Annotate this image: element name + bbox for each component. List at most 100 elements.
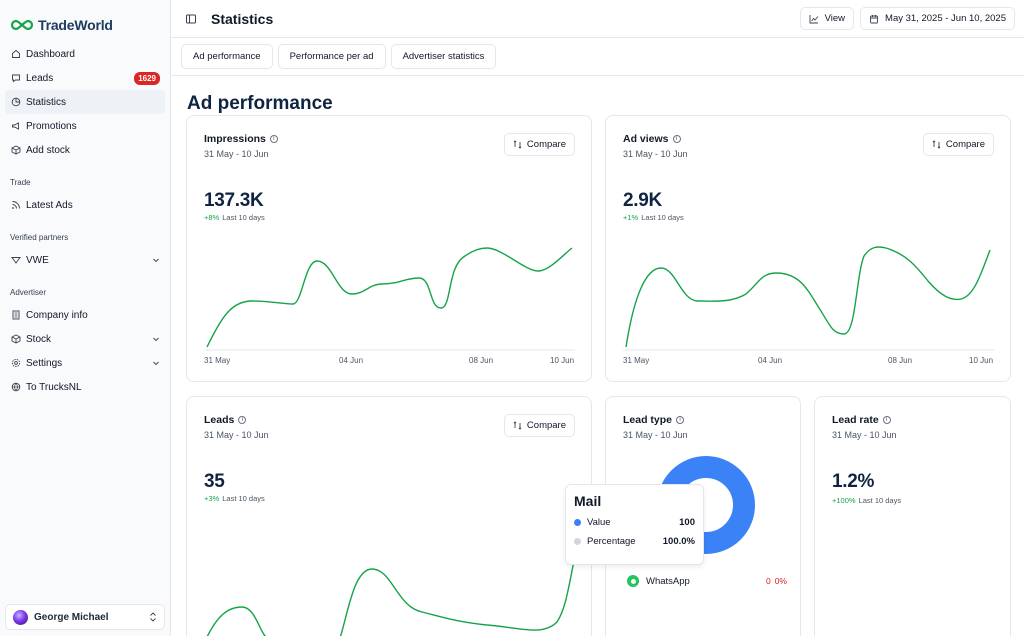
card-date-range: 31 May - 10 Jun xyxy=(204,149,269,159)
sidebar-item-company-info[interactable]: Company info xyxy=(5,303,165,327)
info-icon[interactable]: i xyxy=(676,416,685,424)
chevron-down-icon xyxy=(153,258,159,263)
date-range-picker[interactable]: May 31, 2025 - Jun 10, 2025 xyxy=(860,7,1015,30)
card-title: Ad views i xyxy=(623,133,681,145)
tooltip-value: 100 xyxy=(679,517,695,528)
tooltip-dot xyxy=(574,519,581,526)
x-axis-label: 31 May xyxy=(204,356,231,365)
metric-delta: +8% Last 10 days xyxy=(204,213,265,222)
sidebar-item-label: Promotions xyxy=(26,120,77,132)
tooltip-label: Value xyxy=(587,517,611,528)
ad-views-card: Ad views i 31 May - 10 Jun Compare 2.9K +… xyxy=(605,115,1011,382)
card-title-text: Lead type xyxy=(623,414,673,426)
logo[interactable]: TradeWorld xyxy=(0,0,170,38)
calendar-icon xyxy=(870,14,878,23)
megaphone-icon xyxy=(10,121,21,132)
leads-card: Leads i 31 May - 10 Jun Compare 35 +3% Las… xyxy=(186,396,592,636)
sidebar-item-settings[interactable]: Settings xyxy=(5,351,165,375)
compare-button[interactable]: Compare xyxy=(503,414,575,437)
sidebar-item-stock[interactable]: Stock xyxy=(5,327,165,351)
sidebar-item-statistics[interactable]: Statistics xyxy=(5,90,165,114)
whatsapp-icon xyxy=(627,575,639,587)
card-date-range: 31 May - 10 Jun xyxy=(623,149,688,159)
sidebar-item-label: Latest Ads xyxy=(26,199,73,211)
sidebar-item-add-stock[interactable]: Add stock xyxy=(5,138,165,162)
date-range-label: May 31, 2025 - Jun 10, 2025 xyxy=(885,13,1006,24)
delta-percent: +1% xyxy=(623,213,639,222)
chart-tooltip: Mail Value 100 Percentage 100.0% xyxy=(565,484,704,565)
x-axis-label: 04 Jun xyxy=(758,356,783,365)
leads-line-chart xyxy=(206,556,576,636)
metric-delta: +3% Last 10 days xyxy=(204,494,265,503)
compare-label: Compare xyxy=(945,139,985,150)
card-date-range: 31 May - 10 Jun xyxy=(204,430,269,440)
tab-performance-per-ad[interactable]: Performance per ad xyxy=(277,44,386,69)
delta-percent: +8% xyxy=(204,213,220,222)
info-icon[interactable]: i xyxy=(238,416,247,424)
delta-note: Last 10 days xyxy=(222,494,265,503)
tab-ad-performance[interactable]: Ad performance xyxy=(181,44,273,69)
tooltip-label: Percentage xyxy=(587,536,636,547)
chevron-down-icon xyxy=(153,337,159,342)
delta-percent: +3% xyxy=(204,494,220,503)
impressions-card: Impressions i 31 May - 10 Jun Compare 137… xyxy=(186,115,592,382)
section-label-trade: Trade xyxy=(10,178,31,187)
card-title-text: Leads xyxy=(204,414,235,426)
card-date-range: 31 May - 10 Jun xyxy=(623,430,688,440)
sidebar-item-promotions[interactable]: Promotions xyxy=(5,114,165,138)
metric-value: 1.2% xyxy=(832,471,875,492)
sidebar: TradeWorld Dashboard Leads 1629 Statisti… xyxy=(0,0,171,636)
home-icon xyxy=(10,49,21,60)
tab-advertiser-statistics[interactable]: Advertiser statistics xyxy=(390,44,497,69)
legend-label: WhatsApp xyxy=(646,575,690,587)
ad-views-series-line xyxy=(625,246,991,348)
sidebar-toggle-icon[interactable] xyxy=(185,13,197,25)
sidebar-item-vwe[interactable]: VWE xyxy=(5,248,165,272)
clock-chart-icon xyxy=(10,97,21,108)
card-title-text: Impressions xyxy=(204,133,266,145)
sidebar-item-dashboard[interactable]: Dashboard xyxy=(5,42,165,66)
sidebar-item-label: To TrucksNL xyxy=(26,381,82,393)
x-axis-label: 04 Jun xyxy=(339,356,364,365)
compare-label: Compare xyxy=(526,139,566,150)
metric-value: 2.9K xyxy=(623,190,662,211)
user-menu[interactable]: George Michael xyxy=(5,604,165,630)
impressions-series-line xyxy=(206,247,573,348)
delta-note: Last 10 days xyxy=(641,213,684,222)
box-icon xyxy=(10,334,21,345)
card-title-text: Ad views xyxy=(623,133,669,145)
sidebar-item-label: Company info xyxy=(26,309,88,321)
sidebar-item-latest-ads[interactable]: Latest Ads xyxy=(5,193,165,217)
view-button[interactable]: View xyxy=(799,7,855,30)
chevron-up-down-icon xyxy=(150,612,156,622)
delta-note: Last 10 days xyxy=(222,213,265,222)
page-title: Statistics xyxy=(211,10,274,27)
sidebar-item-leads[interactable]: Leads 1629 xyxy=(5,66,165,90)
legend-value: 0 xyxy=(765,576,771,586)
globe-icon xyxy=(10,382,21,393)
leads-count-badge: 1629 xyxy=(134,71,160,85)
info-icon[interactable]: i xyxy=(882,416,891,424)
chevron-down-icon xyxy=(153,361,159,366)
top-bar: Statistics View May 31, 2025 - Jun 10, 2… xyxy=(171,0,1024,38)
section-label-verified-partners: Verified partners xyxy=(10,233,69,242)
metric-delta: +100% Last 10 days xyxy=(832,496,901,505)
legend-item-whatsapp[interactable]: WhatsApp 0 0% xyxy=(627,575,787,587)
compare-button[interactable]: Compare xyxy=(922,133,994,156)
card-title: Lead rate i xyxy=(832,414,891,426)
info-icon[interactable]: i xyxy=(672,135,681,143)
compare-button[interactable]: Compare xyxy=(503,133,575,156)
section-heading: Ad performance xyxy=(187,93,333,114)
sidebar-item-label: Stock xyxy=(26,333,52,345)
line-chart-icon xyxy=(809,14,818,23)
user-name: George Michael xyxy=(34,611,109,623)
avatar xyxy=(13,609,28,625)
rss-icon xyxy=(10,200,21,211)
ad-views-line-chart xyxy=(623,246,994,351)
metric-value: 35 xyxy=(204,471,225,492)
sidebar-item-to-trucksnl[interactable]: To TrucksNL xyxy=(5,375,165,399)
tooltip-value: 100.0% xyxy=(662,536,695,547)
x-axis-label: 10 Jun xyxy=(969,356,994,365)
building-icon xyxy=(10,310,21,321)
info-icon[interactable]: i xyxy=(269,135,278,143)
